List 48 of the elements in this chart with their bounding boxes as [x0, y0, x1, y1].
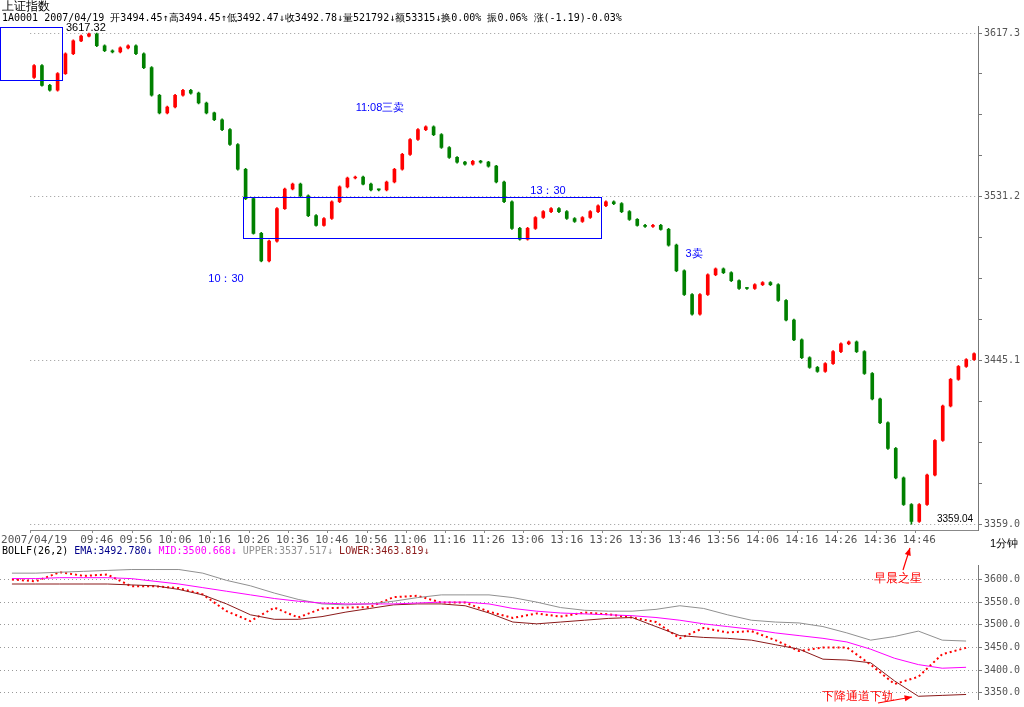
chart-title: 上证指数 — [2, 0, 50, 13]
x-tick-label: 10:46 — [315, 533, 349, 547]
x-tick-label: 13:06 — [511, 533, 545, 547]
chart-title: BOLLF(26,2) — [2, 545, 69, 557]
x-tick-label: 11:06 — [393, 533, 427, 547]
x-tick-label: 14:16 — [785, 533, 819, 547]
x-tick-label: 2007/04/19 — [1, 533, 68, 547]
text: UPPER:3537.517↓ — [242, 545, 334, 557]
text: 1分钟 — [989, 537, 1019, 549]
y-tick-label: 3350.0 — [984, 686, 1021, 698]
x-tick-label: 14:06 — [746, 533, 780, 547]
x-tick-label: 09:46 — [80, 533, 114, 547]
line-series — [10, 571, 968, 686]
chart-subtitle: 1A0001 2007/04/19 开3494.45↑高3494.45↑低3492.47↓收3492.78↓量521792↓额53315↓换0.00% 振0.06% 涨(-1.19)-0.03% — [2, 12, 622, 23]
x-tick-label: 13:46 — [667, 533, 701, 547]
x-tick-label: 11:16 — [432, 533, 466, 547]
x-tick-label: 11:26 — [471, 533, 505, 547]
y-tick-label: 3359.0 — [984, 517, 1021, 529]
annotation: 10：30 — [208, 272, 244, 284]
y-tick-label: 3445.1 — [984, 354, 1021, 366]
y-tick-label: 3531.2 — [984, 190, 1021, 202]
x-tick-label: 13:56 — [706, 533, 740, 547]
y-tick-label: 3500.0 — [984, 618, 1021, 630]
x-tick-label: 14:46 — [902, 533, 936, 547]
x-tick-label: 13:36 — [628, 533, 662, 547]
annotation: 3617.32 — [66, 21, 106, 33]
text: EMA:3492.780↓ — [74, 545, 153, 557]
y-tick-label: 3400.0 — [984, 663, 1021, 675]
x-tick-label: 09:56 — [119, 533, 153, 547]
x-tick-label: 10:16 — [197, 533, 231, 547]
x-tick-label: 13:16 — [550, 533, 584, 547]
x-tick-label: 13:26 — [589, 533, 623, 547]
text: LOWER:3463.819↓ — [339, 545, 430, 557]
y-tick-label: 3450.0 — [984, 640, 1021, 652]
x-tick-label: 14:36 — [863, 533, 897, 547]
annotation: 3359.04 — [937, 513, 974, 525]
x-tick-label: 14:26 — [824, 533, 858, 547]
x-tick-label: 10:06 — [158, 533, 192, 547]
annotation: 13：30 — [530, 184, 566, 196]
annotation: 3卖 — [685, 247, 703, 259]
x-tick-label: 10:36 — [276, 533, 310, 547]
x-tick-label: 10:56 — [354, 533, 388, 547]
y-tick-label: 3550.0 — [984, 595, 1021, 607]
y-tick-label: 3617.3 — [984, 26, 1021, 38]
annotation: 11:08三卖 — [355, 101, 405, 113]
x-tick-label: 10:26 — [236, 533, 270, 547]
y-tick-label: 3600.0 — [984, 573, 1021, 585]
text: MID:3500.668↓ — [158, 545, 237, 557]
